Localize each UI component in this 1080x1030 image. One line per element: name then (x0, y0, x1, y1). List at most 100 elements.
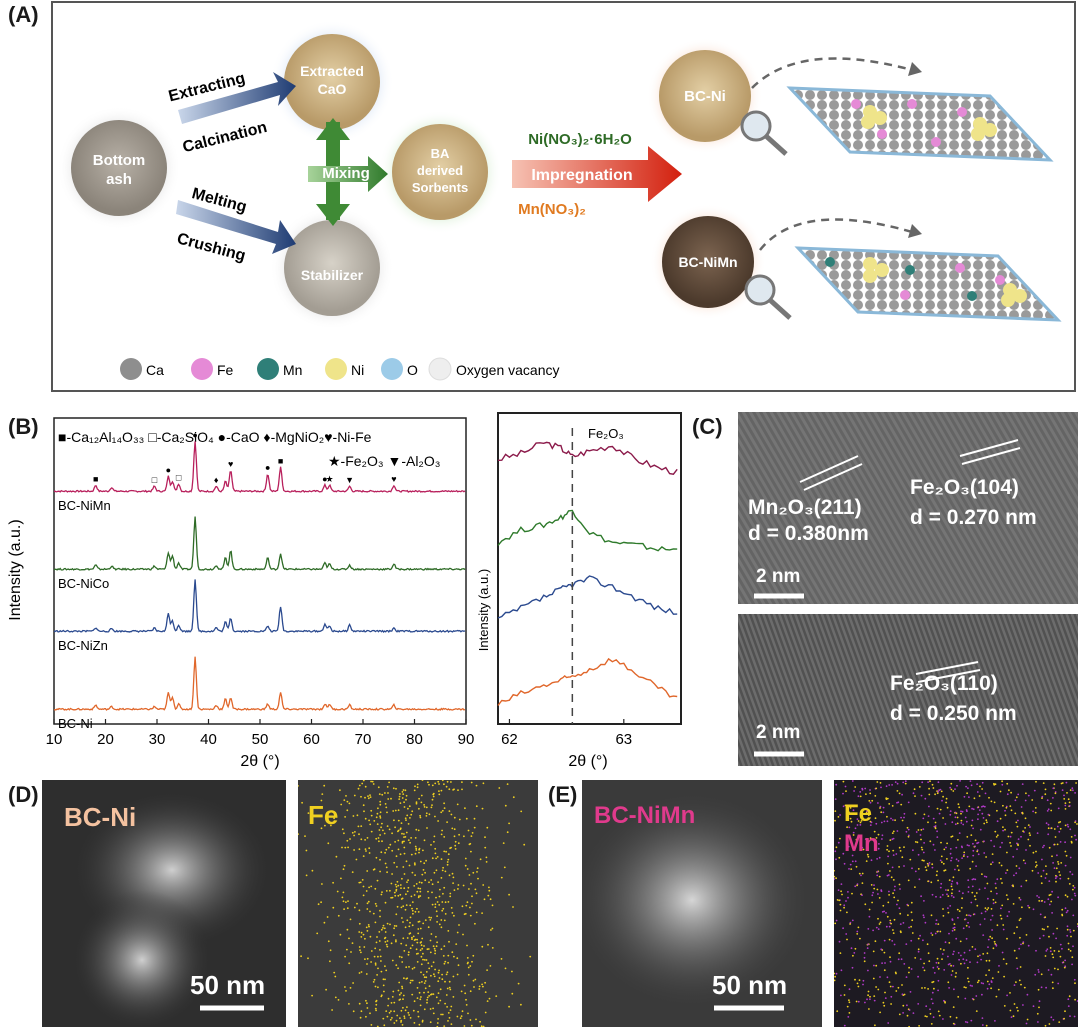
eds-dot (465, 998, 467, 1001)
eds-dot (1035, 861, 1037, 863)
eds-dot (902, 1012, 904, 1014)
legend-vacancy: Oxygen vacancy (456, 362, 560, 378)
eds-dot (384, 931, 387, 933)
eds-dot (362, 804, 365, 807)
eds-dot (406, 890, 409, 893)
eds-dot (1027, 824, 1030, 826)
eds-dot (929, 1012, 932, 1015)
eds-dot (449, 892, 452, 895)
eds-dot (950, 836, 953, 838)
eds-dot (976, 904, 979, 907)
eds-dot (898, 952, 901, 955)
eds-dot (1075, 838, 1077, 841)
eds-dot (348, 962, 351, 965)
eds-dot (978, 809, 981, 811)
eds-dot (1073, 1015, 1076, 1018)
eds-dot (481, 912, 483, 914)
eds-dot (451, 912, 454, 914)
eds-dot (451, 951, 454, 954)
eds-dot (884, 997, 887, 999)
eds-dot (971, 985, 973, 987)
eds-dot (403, 1017, 406, 1019)
eds-dot (954, 868, 956, 871)
eds-dot (432, 792, 435, 795)
eds-dot (976, 850, 979, 853)
eds-dot (443, 962, 446, 965)
eds-dot (940, 841, 942, 844)
eds-dot (320, 827, 323, 830)
eds-dot (379, 817, 382, 819)
eds-dot (400, 822, 403, 824)
eds-dot (857, 820, 860, 822)
xrd-main-ylabel: Intensity (a.u.) (7, 519, 24, 620)
eds-dot (938, 789, 940, 792)
eds-dot (395, 855, 398, 858)
eds-dot (895, 972, 897, 975)
eds-dot (866, 998, 868, 1001)
eds-dot (948, 932, 950, 935)
eds-dot (963, 951, 966, 954)
eds-dot (868, 915, 871, 918)
eds-dot (987, 897, 989, 900)
eds-dot (975, 1010, 978, 1012)
eds-dot (945, 797, 948, 800)
eds-dot (835, 783, 838, 786)
eds-dot (411, 909, 414, 912)
eds-dot (368, 852, 371, 854)
eds-dot (1016, 926, 1018, 929)
eds-dot (414, 910, 417, 913)
eds-dot (939, 859, 942, 862)
eds-dot (907, 835, 910, 838)
eds-dot (447, 1020, 449, 1022)
eds-dot (406, 977, 409, 980)
eds-dot (936, 870, 938, 873)
eds-dot (933, 825, 936, 828)
eds-dot (840, 994, 842, 997)
eds-dot (365, 850, 367, 852)
eds-dot (878, 923, 881, 925)
eds-dot (300, 955, 302, 958)
eds-dot (469, 990, 472, 993)
eds-dot (399, 802, 402, 804)
eds-dot (467, 1012, 469, 1015)
eds-dot (869, 801, 872, 804)
eds-dot (357, 825, 360, 828)
eds-dot (305, 874, 308, 877)
eds-dot (868, 1008, 870, 1010)
eds-dot (921, 987, 923, 989)
eds-dot (854, 947, 857, 950)
eds-dot (1007, 835, 1010, 838)
eds-dot (423, 982, 426, 984)
eds-dot (458, 924, 460, 926)
eds-dot (930, 932, 933, 934)
eds-dot (1012, 903, 1015, 905)
eds-dot (1064, 824, 1067, 827)
eds-dot (455, 943, 458, 945)
eds-dot (427, 962, 430, 964)
eds-dot (1064, 841, 1066, 844)
eds-dot (1001, 882, 1003, 884)
eds-dot (411, 871, 414, 874)
eds-dot (344, 955, 346, 958)
eds-dot (360, 795, 362, 798)
eds-dot (1069, 828, 1072, 831)
eds-dot (835, 919, 838, 922)
eds-dot (849, 817, 852, 820)
eds-dot (529, 955, 532, 958)
eds-dot (1010, 845, 1012, 847)
eds-dot (1051, 953, 1054, 956)
eds-dot (456, 973, 459, 976)
eds-dot (428, 967, 431, 970)
eds-dot (835, 972, 838, 975)
eds-dot (427, 781, 429, 784)
eds-dot (881, 834, 884, 837)
eds-dot (435, 869, 438, 872)
eds-dot (952, 953, 954, 956)
eds-dot (1010, 809, 1013, 812)
eds-dot (889, 960, 892, 963)
eds-dot (382, 829, 384, 832)
eds-dot (421, 780, 424, 781)
eds-dot (360, 825, 363, 827)
eds-dot (332, 881, 334, 884)
eds-dot (439, 988, 442, 991)
